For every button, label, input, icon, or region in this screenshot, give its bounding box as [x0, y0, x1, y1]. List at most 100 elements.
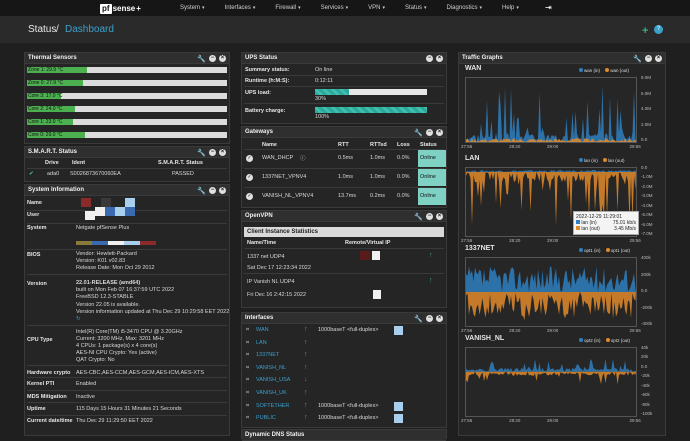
- wrench-icon[interactable]: 🔧: [197, 188, 206, 195]
- close-icon[interactable]: ×: [436, 315, 443, 322]
- x-tick-label: 27:56: [461, 238, 473, 243]
- redacted-block: [394, 401, 403, 411]
- traffic-graph-plot[interactable]: [465, 77, 637, 143]
- menu-system[interactable]: System ▾: [180, 5, 205, 11]
- info-icon[interactable]: ⓘ: [300, 156, 306, 162]
- menu-status[interactable]: Status ▾: [404, 5, 427, 11]
- close-icon[interactable]: ×: [219, 55, 226, 62]
- ups-status-panel: UPS Status − × Summary status: On line R…: [241, 52, 447, 124]
- menu-help[interactable]: Help ▾: [502, 5, 519, 11]
- version-freebsd: FreeBSD 12.3-STABLE: [76, 294, 134, 300]
- interface-link[interactable]: VANISH_USA: [256, 377, 291, 384]
- openvpn-panel: OpenVPN 🔧 − × Client Instance Statistics…: [241, 210, 447, 308]
- panel-title: UPS Status: [245, 55, 278, 61]
- close-icon[interactable]: ×: [436, 129, 443, 136]
- close-icon[interactable]: ×: [219, 187, 226, 194]
- interface-link[interactable]: PUBLIC: [256, 415, 276, 422]
- thermal-sensor-bar: Core 1: 23.0 °C: [27, 119, 227, 125]
- gateway-loss: 0.0%: [397, 174, 410, 180]
- graph-legend[interactable]: wan (in) wan (out): [579, 68, 629, 73]
- add-widget-icon[interactable]: +: [642, 25, 649, 37]
- ups-runtime-label: Runtime (h:M:S):: [245, 78, 290, 84]
- version-update-available[interactable]: Version 22.05 is available.: [76, 302, 140, 308]
- x-tick-label: 29:00: [547, 238, 559, 243]
- traffic-graph-svg: [466, 170, 636, 227]
- traffic-graph-plot[interactable]: [465, 347, 637, 417]
- thermal-fill: [27, 106, 75, 112]
- legend-out-label: opt1 (out): [610, 248, 631, 253]
- legend-in-swatch: [579, 68, 583, 72]
- wrench-icon[interactable]: 🔧: [633, 56, 642, 63]
- breadcrumb-page[interactable]: Dashboard: [65, 24, 114, 35]
- traffic-graph-plot[interactable]: [465, 257, 637, 327]
- legend-in-label: opt2 (in): [584, 338, 601, 343]
- x-tick-label: 29:56: [629, 144, 641, 149]
- menu-diagnostics[interactable]: Diagnostics ▾: [446, 5, 483, 11]
- close-icon[interactable]: ×: [436, 213, 443, 220]
- minimize-icon[interactable]: −: [209, 149, 216, 156]
- status-up-icon: ↑: [429, 252, 433, 259]
- pfsense-logo[interactable]: pf sense +: [100, 3, 141, 14]
- breadcrumb-section[interactable]: Status: [28, 24, 57, 35]
- close-icon[interactable]: ×: [219, 149, 226, 156]
- legend-out-label: wan (out): [610, 68, 630, 73]
- smart-ident: S0026873670060EA: [70, 171, 121, 177]
- menu-services[interactable]: Services ▾: [320, 5, 349, 11]
- gateway-name: WAN_DHCP: [262, 155, 294, 161]
- minimize-icon[interactable]: −: [209, 55, 216, 62]
- minimize-icon[interactable]: −: [209, 187, 216, 194]
- minimize-icon[interactable]: −: [426, 129, 433, 136]
- menu-interfaces[interactable]: Interfaces ▾: [224, 5, 256, 11]
- close-icon[interactable]: ×: [655, 55, 662, 62]
- traffic-graph-plot[interactable]: [465, 167, 637, 237]
- cpu-freq: Current: 3200 MHz, Max: 3201 MHz: [76, 336, 165, 342]
- status-down-icon: ↓: [304, 376, 308, 384]
- help-icon[interactable]: ?: [654, 25, 663, 34]
- close-icon[interactable]: ×: [436, 55, 443, 62]
- thermal-fill: [27, 93, 61, 99]
- x-tick-label: 28:20: [509, 418, 521, 423]
- minimize-icon[interactable]: −: [645, 55, 652, 62]
- battery-charge-bar: [315, 107, 427, 113]
- bios-version: Version: K01 v02.83: [76, 258, 126, 264]
- graph-legend[interactable]: lan (in) lan (out): [579, 158, 625, 163]
- interface-link[interactable]: WAN: [256, 327, 269, 333]
- logout-icon[interactable]: ⇥: [545, 3, 552, 12]
- x-tick-label: 27:56: [461, 328, 473, 333]
- col-status: Status: [420, 142, 437, 148]
- cpu-type-label: CPU Type: [27, 337, 53, 343]
- tooltip-out-label: lan (out): [581, 226, 600, 232]
- wrench-icon[interactable]: 🔧: [197, 150, 206, 157]
- interface-link[interactable]: VANISH_UK: [256, 390, 287, 396]
- series-in-area: [466, 170, 636, 172]
- graph-legend[interactable]: opt2 (in) opt2 (out): [579, 338, 630, 343]
- wrench-icon[interactable]: 🔧: [414, 316, 423, 323]
- y-tick-label: 0.0: [641, 288, 648, 293]
- gateway-check-icon: ✓: [246, 193, 253, 200]
- dynamic-dns-panel: Dynamic DNS Status: [241, 429, 447, 441]
- x-tick-label: 28:20: [509, 238, 521, 243]
- minimize-icon[interactable]: −: [426, 55, 433, 62]
- refresh-icon[interactable]: ↻: [76, 316, 81, 322]
- col-name-time: Name/Time: [247, 240, 277, 246]
- panel-header: OpenVPN 🔧 − ×: [242, 211, 446, 222]
- minimize-icon[interactable]: −: [426, 315, 433, 322]
- interface-link[interactable]: LAN: [256, 339, 267, 346]
- interface-link[interactable]: VANISH_NL: [256, 364, 287, 371]
- wrench-icon[interactable]: 🔧: [414, 214, 423, 221]
- gateway-status-badge: Online: [418, 150, 446, 167]
- panel-header: UPS Status − ×: [242, 53, 446, 64]
- interface-link[interactable]: SOFTETHER: [256, 402, 290, 409]
- panel-title: S.M.A.R.T. Status: [28, 149, 78, 155]
- gateway-status: Online: [420, 155, 436, 161]
- interface-link[interactable]: 1337NET: [256, 352, 280, 359]
- wrench-icon[interactable]: 🔧: [414, 130, 423, 137]
- wrench-icon[interactable]: 🔧: [197, 56, 206, 63]
- panel-header: Interfaces 🔧 − ×: [242, 313, 446, 324]
- minimize-icon[interactable]: −: [426, 213, 433, 220]
- graph-legend[interactable]: opt1 (in) opt1 (out): [579, 248, 630, 253]
- gateway-status-badge: Online: [418, 188, 446, 205]
- menu-firewall[interactable]: Firewall ▾: [275, 5, 301, 11]
- top-navbar: pf sense + System ▾ Interfaces ▾ Firewall ▾…: [0, 0, 690, 17]
- menu-vpn[interactable]: VPN ▾: [368, 5, 385, 11]
